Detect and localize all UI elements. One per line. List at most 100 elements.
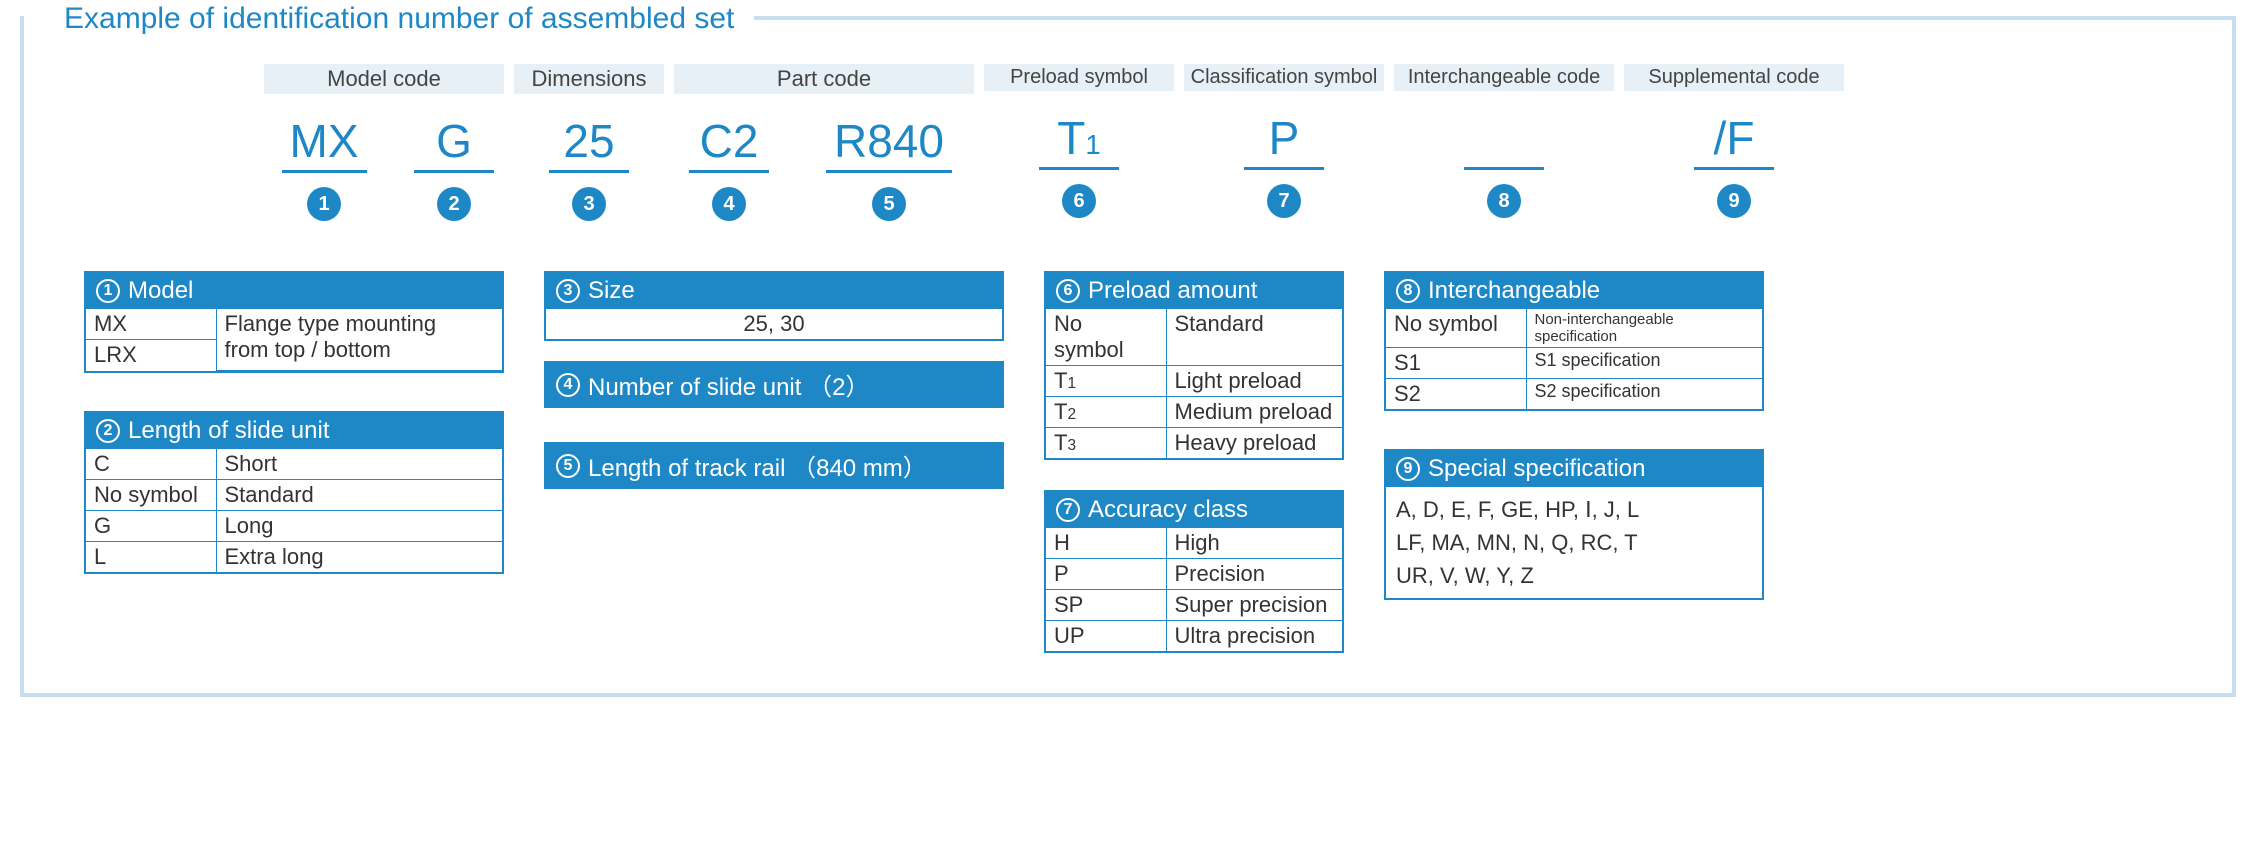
col-1: 1 Model MXFlange type mountingfrom top / b… [84, 271, 504, 574]
table-7: 7 Accuracy class HHighPPrecisionSPSuper pr… [1044, 490, 1344, 653]
code-slot: C24 [674, 94, 784, 221]
table-cell: Light preload [1166, 366, 1342, 397]
position-badge: 6 [1062, 184, 1096, 218]
table-cell: T3 [1046, 428, 1166, 459]
table-cell: High [1166, 528, 1342, 559]
table-cell: Long [216, 510, 502, 541]
table-cell: Precision [1166, 559, 1342, 590]
col-3: 6 Preload amount No symbolStandardT1Light … [1044, 271, 1344, 653]
col-2: 3 Size 25, 30 4 Number of slide unit （2） 5L… [544, 271, 1004, 489]
slot-header: Preload symbol [984, 64, 1174, 91]
table-title: Length of track rail （840 mm） [588, 448, 927, 483]
table-cell: Super precision [1166, 590, 1342, 621]
slot-header: Part code [674, 64, 974, 94]
table-cell: Heavy preload [1166, 428, 1342, 459]
table-title: Length of slide unit [128, 417, 329, 445]
table-num-badge: 7 [1056, 498, 1080, 522]
table-free-text: A, D, E, F, GE, HP, Ⅰ, J, LLF, MA, MN, N… [1386, 487, 1762, 598]
code-slot: T16 [984, 91, 1174, 218]
code-slot: G2 [404, 94, 504, 221]
col-4: 8 Interchangeable No symbolNon-interchange… [1384, 271, 1764, 600]
table-cell: No symbol [1386, 309, 1526, 348]
table-title: Accuracy class [1088, 496, 1248, 524]
code-value: MX [282, 114, 367, 173]
code-slot: MX 1 [264, 94, 384, 221]
table-num-badge: 3 [556, 279, 580, 303]
table-cell: Standard [1166, 309, 1342, 366]
table-cell: UP [1046, 621, 1166, 652]
table-cell: S2 [1386, 379, 1526, 410]
table-cell: Non-interchangeable specification [1526, 309, 1762, 348]
content: Model codeMX1G2Dimensions253Part codeC24… [24, 44, 2232, 693]
table-cell: Short [216, 449, 502, 480]
table-cell: Extra long [216, 541, 502, 572]
table-title: Preload amount [1088, 277, 1257, 305]
tables-grid: 1 Model MXFlange type mountingfrom top / b… [84, 271, 2172, 653]
table-5: 5 Length of track rail （840 mm） [544, 442, 1004, 489]
table-cell: SP [1046, 590, 1166, 621]
panel-frame: Example of identification number of asse… [20, 20, 2236, 697]
table-8: 8 Interchangeable No symbolNon-interchange… [1384, 271, 1764, 411]
code-slot: /F 9 [1624, 91, 1844, 218]
table-cell: S1 specification [1526, 348, 1762, 379]
position-badge: 4 [712, 187, 746, 221]
table-cell: Ultra precision [1166, 621, 1342, 652]
table-cell: C [86, 449, 216, 480]
table-cell: No symbol [86, 479, 216, 510]
slot-header: Supplemental code [1624, 64, 1844, 91]
code-value: C2 [689, 114, 769, 173]
title-bar: Example of identification number of asse… [24, 2, 2232, 36]
table-cell: T1 [1046, 366, 1166, 397]
identifier-row: Model codeMX1G2Dimensions253Part codeC24… [264, 64, 2172, 221]
position-badge: 8 [1487, 184, 1521, 218]
table-num-badge: 5 [556, 454, 580, 478]
table-num-badge: 1 [96, 279, 120, 303]
code-slot: 253 [514, 94, 664, 221]
table-cell: S2 specification [1526, 379, 1762, 410]
table-title: Model [128, 277, 193, 305]
table-num-badge: 8 [1396, 279, 1420, 303]
table-title: Size [588, 277, 635, 305]
code-value: P [1244, 111, 1324, 170]
table-2: 2 Length of slide unit CShortNo symbolStan… [84, 411, 504, 574]
table-cell: LRX [86, 340, 216, 371]
table-cell: T2 [1046, 397, 1166, 428]
table-cell: Standard [216, 479, 502, 510]
code-value: G [414, 114, 494, 173]
table-title: Interchangeable [1428, 277, 1600, 305]
table-cell: MX [86, 309, 216, 340]
slot-header: Interchangeable code [1394, 64, 1614, 91]
code-value: 25 [549, 114, 629, 173]
position-badge: 1 [307, 187, 341, 221]
table-6: 6 Preload amount No symbolStandardT1Light … [1044, 271, 1344, 460]
table-num-badge: 6 [1056, 279, 1080, 303]
slot-header: Dimensions [514, 64, 664, 94]
table-9: 9 Special specification A, D, E, F, GE, HP… [1384, 449, 1764, 600]
table-num-badge: 9 [1396, 457, 1420, 481]
position-badge: 2 [437, 187, 471, 221]
table-title: Special specification [1428, 455, 1645, 483]
slot-header: Model code [264, 64, 504, 94]
position-badge: 9 [1717, 184, 1751, 218]
code-slot: 8 [1394, 91, 1614, 218]
page-title: Example of identification number of asse… [24, 2, 754, 36]
table-cell: Flange type mountingfrom top / bottom [216, 309, 502, 370]
table-1: 1 Model MXFlange type mountingfrom top / b… [84, 271, 504, 373]
code-value [1464, 111, 1544, 170]
position-badge: 3 [572, 187, 606, 221]
table-title: Number of slide unit （2） [588, 367, 869, 402]
table-cell: P [1046, 559, 1166, 590]
table-cell: H [1046, 528, 1166, 559]
table-cell: 25, 30 [546, 309, 1002, 339]
table-cell: G [86, 510, 216, 541]
position-badge: 5 [872, 187, 906, 221]
table-cell: No symbol [1046, 309, 1166, 366]
slot-header: Classification symbol [1184, 64, 1384, 91]
table-num-badge: 2 [96, 419, 120, 443]
table-4: 4 Number of slide unit （2） [544, 361, 1004, 408]
code-value: /F [1694, 111, 1774, 170]
code-slot: R8405 [804, 94, 974, 221]
table-cell: S1 [1386, 348, 1526, 379]
code-value: T1 [1039, 111, 1119, 170]
table-num-badge: 4 [556, 373, 580, 397]
